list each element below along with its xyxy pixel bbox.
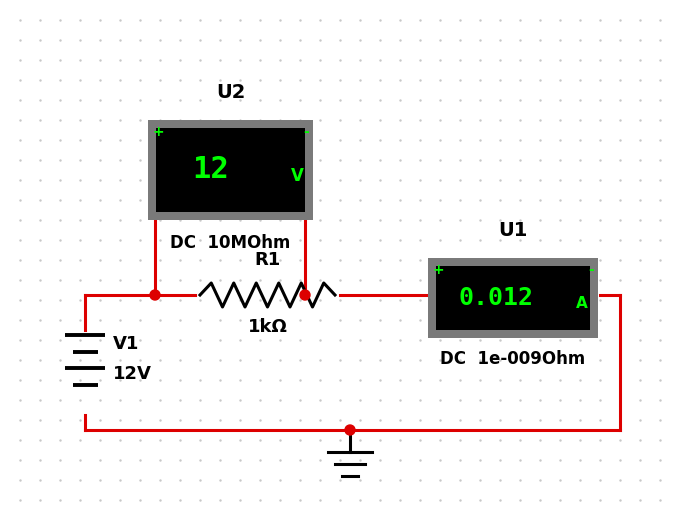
Text: +: + [152, 125, 164, 139]
Text: V: V [290, 167, 303, 185]
Bar [148, 120, 313, 220]
Circle shape [150, 290, 160, 300]
Text: DC  1e-009Ohm: DC 1e-009Ohm [441, 350, 585, 368]
Text: 1kΩ: 1kΩ [248, 318, 288, 336]
Text: A: A [576, 295, 588, 310]
Bar [436, 266, 590, 330]
Text: U1: U1 [498, 221, 528, 240]
Text: 12: 12 [192, 155, 229, 185]
Circle shape [345, 425, 355, 435]
Circle shape [300, 290, 310, 300]
Text: 0.012: 0.012 [458, 286, 534, 310]
Text: -: - [303, 125, 309, 139]
Text: +: + [432, 263, 443, 277]
Text: U2: U2 [216, 83, 245, 102]
Text: R1: R1 [254, 251, 281, 269]
Text: V1: V1 [113, 335, 139, 353]
Text: DC  10MOhm: DC 10MOhm [170, 234, 290, 252]
Bar [156, 128, 305, 212]
Text: -: - [588, 263, 594, 277]
Text: 12V: 12V [113, 365, 152, 383]
Bar [428, 258, 598, 338]
